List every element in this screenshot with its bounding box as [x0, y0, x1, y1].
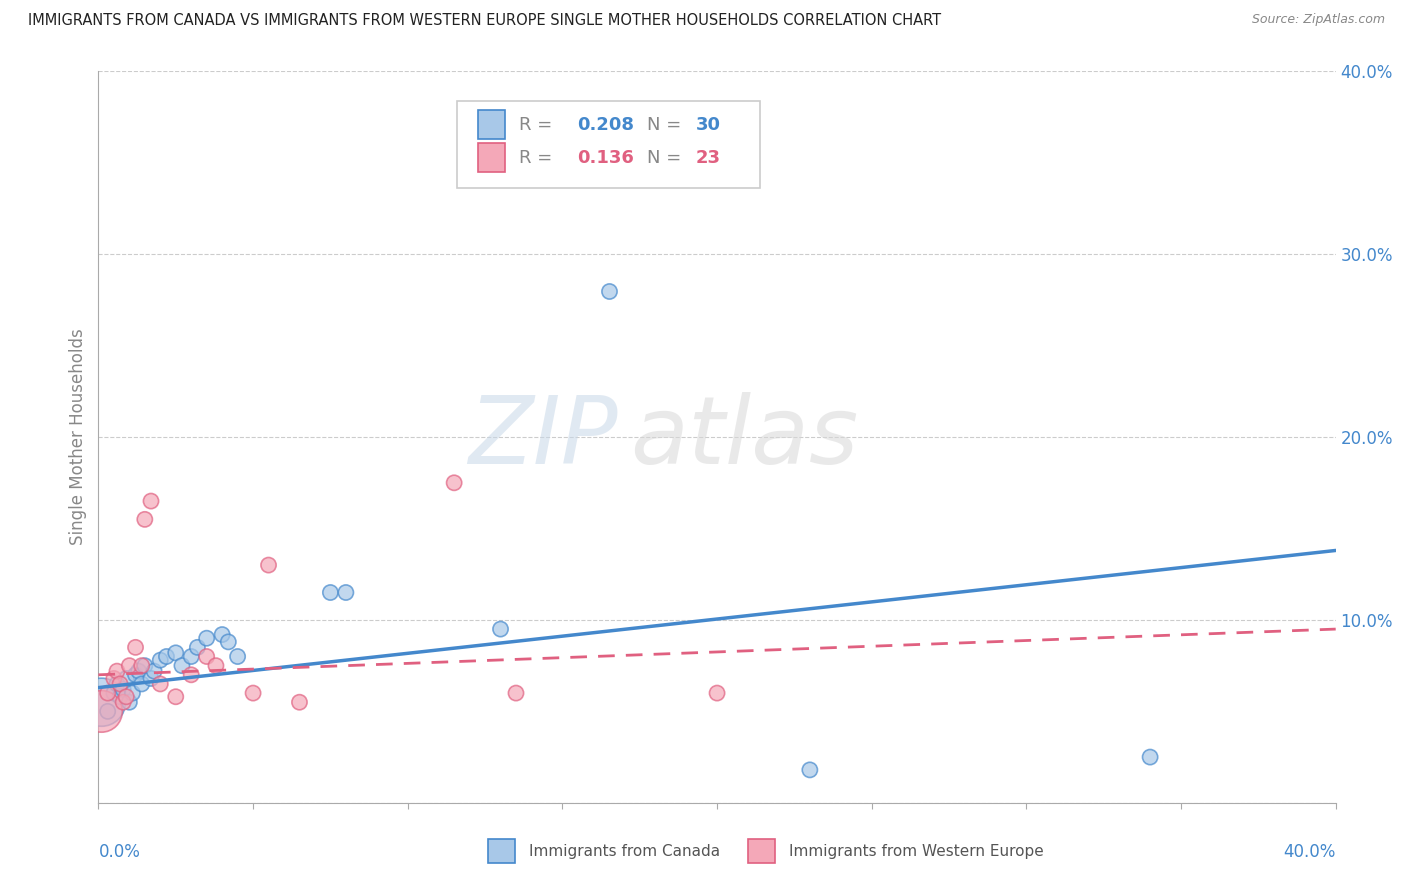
Point — [112, 695, 135, 709]
Point — [195, 632, 218, 646]
Point — [115, 672, 138, 686]
Point — [134, 658, 156, 673]
FancyBboxPatch shape — [488, 839, 516, 863]
Text: ZIP: ZIP — [468, 392, 619, 483]
Point — [205, 658, 228, 673]
Point — [335, 585, 357, 599]
Point — [139, 672, 162, 686]
Text: 0.136: 0.136 — [578, 149, 634, 167]
Point — [131, 658, 153, 673]
Point — [598, 284, 620, 298]
Point — [186, 640, 208, 655]
FancyBboxPatch shape — [457, 101, 761, 188]
Point — [180, 649, 202, 664]
Point — [211, 627, 233, 641]
Text: Source: ZipAtlas.com: Source: ZipAtlas.com — [1251, 13, 1385, 27]
Point — [105, 664, 128, 678]
Point — [165, 646, 187, 660]
FancyBboxPatch shape — [478, 110, 506, 139]
Point — [124, 640, 146, 655]
Text: 23: 23 — [696, 149, 721, 167]
Text: 30: 30 — [696, 116, 721, 134]
Point — [149, 653, 172, 667]
Point — [139, 494, 162, 508]
Point — [217, 635, 239, 649]
Point — [180, 667, 202, 681]
Y-axis label: Single Mother Households: Single Mother Households — [69, 329, 87, 545]
Point — [257, 558, 280, 573]
Point — [128, 664, 150, 678]
Point — [108, 690, 131, 704]
Point — [103, 672, 125, 686]
Point — [195, 649, 218, 664]
Point — [170, 658, 193, 673]
Point — [505, 686, 527, 700]
Point — [103, 686, 125, 700]
Point — [134, 512, 156, 526]
Text: 40.0%: 40.0% — [1284, 843, 1336, 861]
Point — [706, 686, 728, 700]
Text: 0.208: 0.208 — [578, 116, 634, 134]
Text: Immigrants from Canada: Immigrants from Canada — [529, 844, 720, 859]
Point — [489, 622, 512, 636]
Point — [319, 585, 342, 599]
Text: R =: R = — [519, 149, 558, 167]
Point — [226, 649, 249, 664]
Point — [97, 686, 120, 700]
Point — [112, 682, 135, 697]
Text: IMMIGRANTS FROM CANADA VS IMMIGRANTS FROM WESTERN EUROPE SINGLE MOTHER HOUSEHOLD: IMMIGRANTS FROM CANADA VS IMMIGRANTS FRO… — [28, 13, 941, 29]
Point — [90, 705, 112, 719]
Text: 0.0%: 0.0% — [98, 843, 141, 861]
Point — [288, 695, 311, 709]
Point — [108, 677, 131, 691]
Point — [1139, 750, 1161, 764]
Point — [124, 667, 146, 681]
Point — [143, 664, 166, 678]
Point — [165, 690, 187, 704]
Point — [115, 690, 138, 704]
Point — [97, 705, 120, 719]
Point — [121, 686, 143, 700]
Point — [799, 763, 821, 777]
Text: Immigrants from Western Europe: Immigrants from Western Europe — [789, 844, 1043, 859]
Point — [149, 677, 172, 691]
Point — [155, 649, 177, 664]
Point — [118, 695, 141, 709]
FancyBboxPatch shape — [478, 143, 506, 172]
Point — [443, 475, 465, 490]
Text: N =: N = — [647, 116, 686, 134]
Point — [242, 686, 264, 700]
Text: N =: N = — [647, 149, 686, 167]
Point — [118, 658, 141, 673]
Text: atlas: atlas — [630, 392, 859, 483]
Point — [105, 677, 128, 691]
Point — [131, 677, 153, 691]
Point — [90, 695, 112, 709]
Text: R =: R = — [519, 116, 558, 134]
FancyBboxPatch shape — [748, 839, 775, 863]
